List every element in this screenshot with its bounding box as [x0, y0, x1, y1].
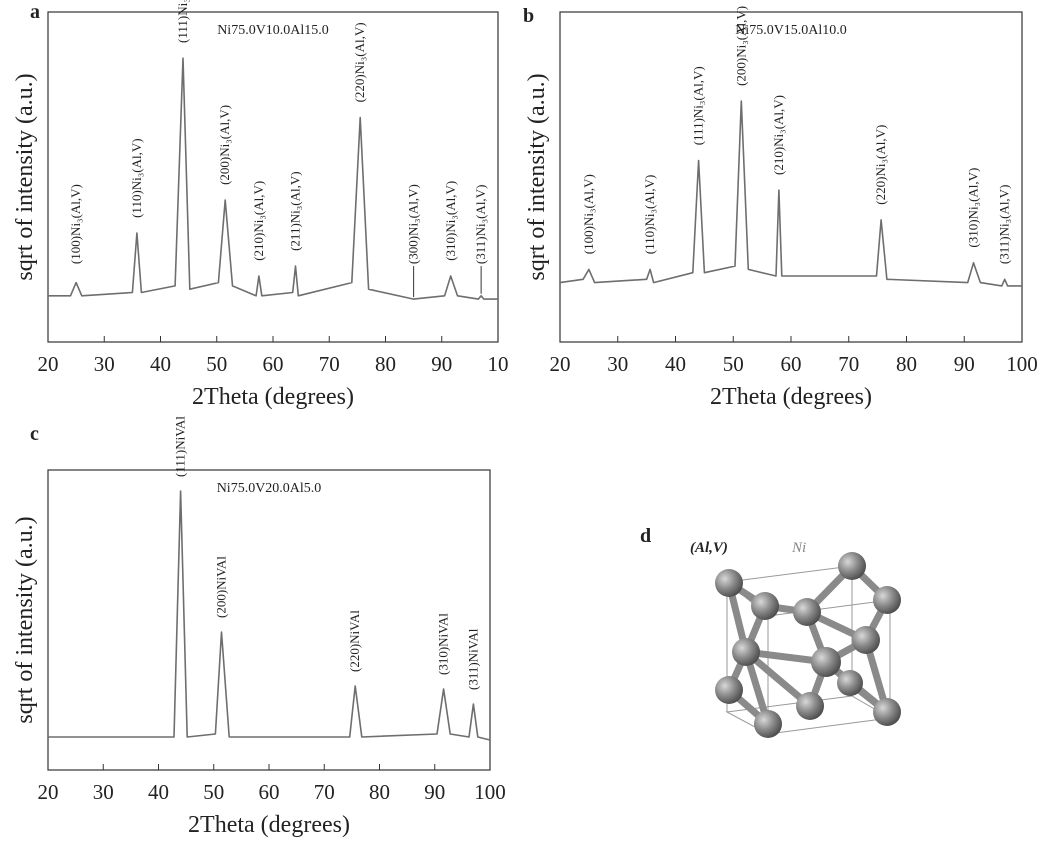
peak-label: (310)NiVAl	[436, 613, 451, 675]
x-tick-label: 20	[38, 780, 59, 804]
x-tick-label: 30	[93, 780, 114, 804]
plot-frame	[47, 469, 491, 771]
peak-label: (110)Ni₃(Al,V)	[642, 175, 657, 255]
peak-label: (111)Ni₃(Al,V)	[175, 0, 190, 43]
x-tick-label: 80	[375, 352, 396, 376]
peak-label: (310)Ni₃(Al,V)	[965, 168, 980, 248]
x-tick-label: 100	[1006, 352, 1038, 376]
peak-label: (110)Ni₃(Al,V)	[129, 138, 144, 218]
x-tick-label: 90	[424, 780, 445, 804]
chart-title: Ni75.0V15.0Al10.0	[735, 23, 847, 38]
chart-title: Ni75.0V20.0Al5.0	[217, 481, 322, 496]
y-axis-label: sqrt of intensity (a.u.)	[12, 516, 38, 723]
peak-label: (210)Ni₃(Al,V)	[251, 181, 266, 261]
x-tick-label: 40	[150, 352, 171, 376]
x-tick-label: 30	[607, 352, 628, 376]
y-axis-label: sqrt of intensity (a.u.)	[524, 73, 550, 280]
peak-label: (211)Ni₃(Al,V)	[288, 171, 303, 251]
peak-label: (310)Ni₃(Al,V)	[443, 181, 458, 261]
plot-frame	[47, 11, 499, 343]
panel-letter: d	[640, 525, 651, 547]
x-axis-label: 2Theta (degrees)	[188, 812, 350, 838]
structure-panel: d (Al,V) Ni	[640, 525, 901, 738]
x-tick-label: 10	[488, 352, 509, 376]
peak-label: (111)Ni₃(Al,V)	[691, 66, 706, 145]
x-tick-label: 20	[550, 352, 571, 376]
peak-label: (100)Ni₃(Al,V)	[68, 184, 83, 264]
structure-label: Ni	[791, 540, 806, 556]
xrd-line	[559, 100, 1022, 287]
y-axis-label: sqrt of intensity (a.u.)	[12, 73, 38, 280]
x-tick-label: 50	[723, 352, 744, 376]
x-tick-label: 30	[94, 352, 115, 376]
x-tick-label: 80	[369, 780, 390, 804]
structure-label: (Al,V)	[690, 540, 728, 556]
peak-label: (311)Ni₃(Al,V)	[997, 185, 1012, 265]
x-tick-label: 40	[665, 352, 686, 376]
x-tick-label: 80	[896, 352, 917, 376]
x-tick-label: 50	[206, 352, 227, 376]
peak-label: (220)NiVAl	[347, 610, 362, 672]
x-tick-label: 100	[474, 780, 506, 804]
x-tick-label: 60	[263, 352, 284, 376]
peak-label: (200)NiVAl	[213, 556, 228, 618]
x-tick-label: 40	[148, 780, 169, 804]
peak-label: (200)Ni₃(Al,V)	[733, 6, 748, 86]
peak-label: (111)NiVAl	[173, 416, 188, 477]
x-tick-label: 90	[431, 352, 452, 376]
x-tick-label: 50	[203, 780, 224, 804]
peak-label: (210)Ni₃(Al,V)	[771, 95, 786, 175]
plot-frame	[559, 11, 1023, 343]
atoms	[715, 552, 901, 738]
x-axis-label: 2Theta (degrees)	[192, 384, 354, 410]
x-tick-label: 70	[314, 780, 335, 804]
peak-label: (311)NiVAl	[465, 628, 480, 690]
peak-label: (311)Ni₃(Al,V)	[473, 185, 488, 265]
x-tick-label: 60	[259, 780, 280, 804]
x-axis-label: 2Theta (degrees)	[710, 384, 872, 410]
panel-letter: b	[523, 5, 534, 27]
peak-label: (220)Ni₃(Al,V)	[352, 22, 367, 102]
x-tick-label: 60	[781, 352, 802, 376]
xrd-line	[48, 57, 498, 300]
peak-label: (100)Ni₃(Al,V)	[581, 174, 596, 254]
panel-letter: c	[30, 423, 39, 445]
panel-letter: a	[30, 1, 40, 23]
chart-title: Ni75.0V10.0Al15.0	[217, 23, 329, 38]
peak-label: (300)Ni₃(Al,V)	[406, 184, 421, 264]
peak-label: (200)Ni₃(Al,V)	[217, 105, 232, 185]
x-tick-label: 20	[38, 352, 59, 376]
x-tick-label: 90	[954, 352, 975, 376]
xrd-line	[48, 490, 491, 741]
peak-label: (220)Ni₃(Al,V)	[873, 125, 888, 205]
x-tick-label: 70	[838, 352, 859, 376]
x-tick-label: 70	[319, 352, 340, 376]
